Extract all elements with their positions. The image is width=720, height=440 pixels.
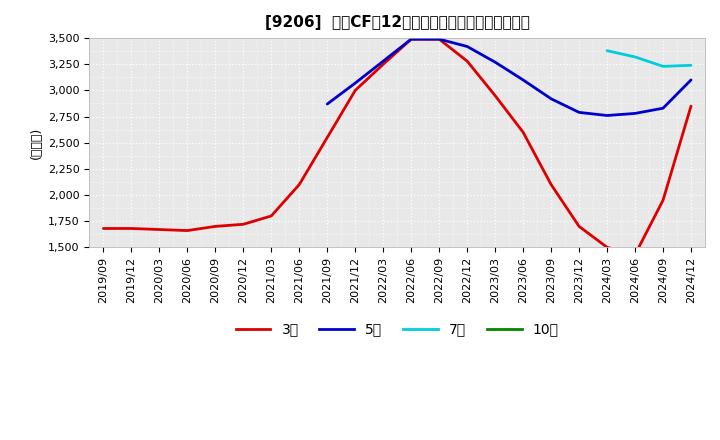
3年 (99, 226, 108, 231)
5年 (435, 37, 444, 42)
3年 (127, 226, 135, 231)
Line: 7年: 7年 (607, 51, 691, 66)
3年 (463, 59, 472, 64)
3年 (687, 103, 696, 109)
3年 (435, 37, 444, 42)
5年 (323, 101, 332, 106)
5年 (659, 106, 667, 111)
7年 (603, 48, 611, 53)
5年 (687, 77, 696, 83)
5年 (379, 59, 387, 64)
3年 (211, 224, 220, 229)
3年 (379, 62, 387, 67)
7年 (687, 62, 696, 68)
Line: 3年: 3年 (104, 39, 691, 255)
Title: [9206]  営業CFの12か月移動合計の標準偏差の推移: [9206] 営業CFの12か月移動合計の標準偏差の推移 (265, 15, 530, 30)
Legend: 3年, 5年, 7年, 10年: 3年, 5年, 7年, 10年 (230, 317, 564, 342)
7年 (659, 64, 667, 69)
3年 (603, 245, 611, 250)
3年 (575, 224, 583, 229)
Line: 5年: 5年 (328, 39, 691, 116)
3年 (491, 93, 500, 98)
Y-axis label: (百万円): (百万円) (30, 127, 42, 159)
3年 (407, 37, 415, 42)
5年 (575, 110, 583, 115)
5年 (351, 81, 359, 86)
3年 (519, 130, 528, 135)
5年 (407, 37, 415, 42)
5年 (519, 77, 528, 83)
5年 (546, 96, 555, 101)
3年 (183, 228, 192, 233)
3年 (351, 88, 359, 93)
3年 (239, 222, 248, 227)
3年 (295, 182, 304, 187)
5年 (631, 111, 639, 116)
3年 (631, 252, 639, 257)
3年 (659, 198, 667, 203)
5年 (463, 44, 472, 49)
7年 (631, 54, 639, 59)
3年 (155, 227, 163, 232)
5年 (491, 59, 500, 65)
3年 (267, 213, 276, 219)
5年 (603, 113, 611, 118)
3年 (323, 135, 332, 140)
3年 (546, 182, 555, 187)
